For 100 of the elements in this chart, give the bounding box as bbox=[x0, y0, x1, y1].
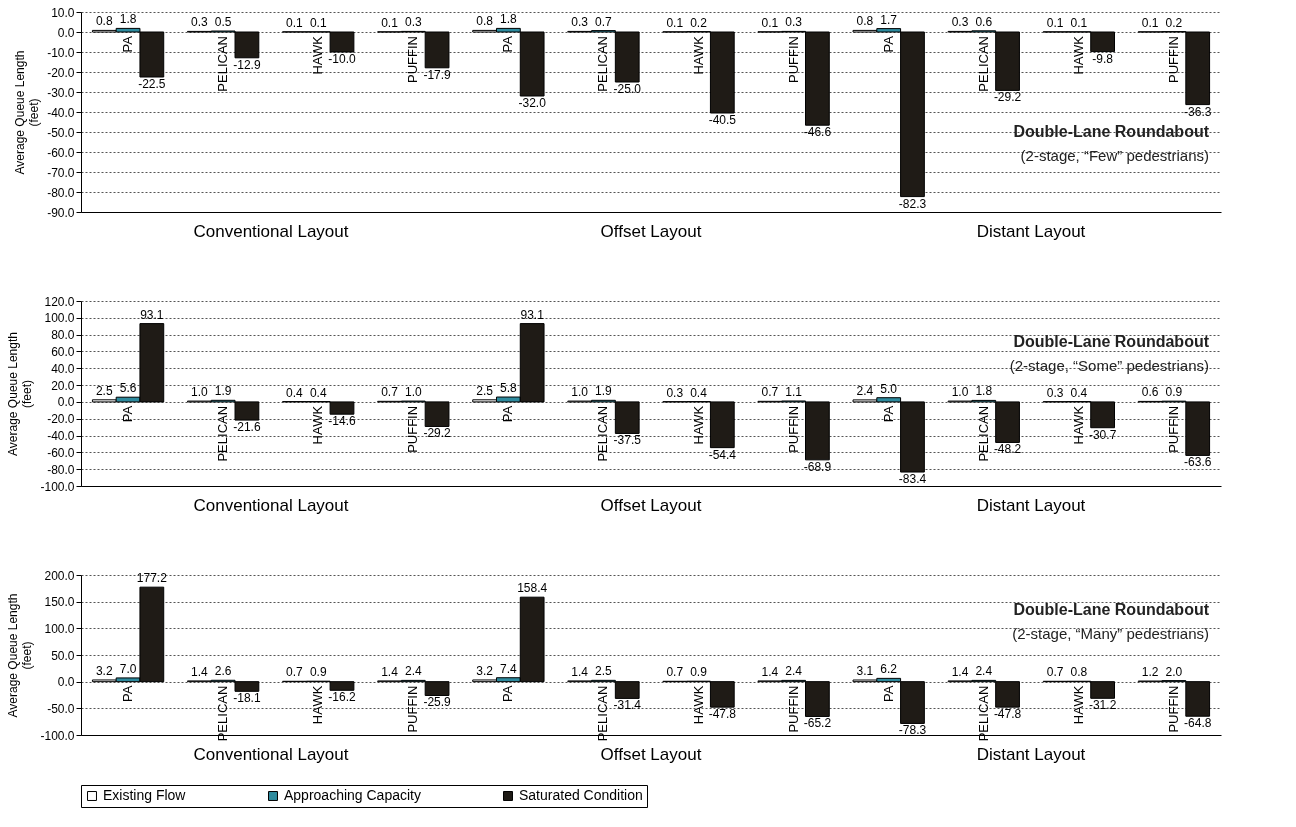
x-tick-label: PA bbox=[500, 35, 516, 53]
data-label: -64.8 bbox=[1184, 716, 1212, 731]
x-tick-label: HAWK bbox=[690, 405, 706, 445]
text: Offset Layout bbox=[600, 496, 702, 515]
text: Distant Layout bbox=[976, 745, 1086, 764]
data-label: -36.3 bbox=[1184, 104, 1212, 119]
text: Double-Lane Roundabout bbox=[1013, 123, 1210, 140]
x-tick-label: HAWK bbox=[690, 685, 706, 725]
x-tick-label: PUFFIN bbox=[1165, 405, 1181, 453]
x-tick-label: PELICAN bbox=[595, 685, 611, 742]
x-tick-label: PA bbox=[120, 35, 136, 53]
data-label: 2.4 bbox=[856, 383, 874, 398]
y-tick-label: -60.0 bbox=[47, 445, 75, 460]
data-label: -32.0 bbox=[518, 96, 547, 110]
data-label: 0.3 bbox=[571, 15, 589, 30]
data-label: 0.2 bbox=[1165, 15, 1183, 30]
data-label: 0.4 bbox=[309, 385, 327, 400]
data-label: 0.1 bbox=[381, 15, 399, 30]
y-tick-label: 150.0 bbox=[44, 595, 75, 610]
text: Double-Lane Roundabout bbox=[1013, 332, 1210, 350]
data-label: 1.0 bbox=[951, 385, 969, 400]
data-label: 6.2 bbox=[880, 662, 898, 677]
data-label: -17.9 bbox=[423, 67, 452, 82]
data-label: 158.4 bbox=[517, 581, 548, 596]
text: Offset Layout bbox=[600, 222, 702, 241]
x-tick-label: PUFFIN bbox=[405, 405, 421, 453]
data-label: 0.1 bbox=[1141, 15, 1159, 30]
data-label: -21.6 bbox=[233, 420, 261, 435]
data-label: -65.2 bbox=[803, 716, 832, 731]
y-tick-label: -80.0 bbox=[47, 185, 75, 200]
text: (2-stage, “Few” pedestrians) bbox=[1020, 147, 1209, 164]
data-label: 2.5 bbox=[595, 664, 613, 679]
y-tick-label: -50.0 bbox=[47, 701, 75, 716]
legend-label: Existing Flow bbox=[103, 787, 187, 803]
data-label: 1.8 bbox=[119, 12, 137, 27]
data-label: -37.5 bbox=[613, 433, 642, 448]
text: Conventional Layout bbox=[193, 496, 349, 515]
data-label: 2.0 bbox=[1165, 664, 1183, 679]
data-label: 1.4 bbox=[761, 664, 779, 679]
text: (2-stage, “Many” pedestrians) bbox=[1012, 625, 1209, 643]
data-label: 0.3 bbox=[191, 15, 209, 30]
y-tick-label: -70.0 bbox=[47, 165, 75, 180]
data-label: 5.8 bbox=[500, 381, 518, 396]
x-tick-label: HAWK bbox=[690, 35, 706, 75]
x-tick-label: PELICAN bbox=[215, 685, 231, 742]
data-label: 1.0 bbox=[571, 385, 589, 400]
data-label: -25.0 bbox=[613, 82, 642, 96]
x-tick-label: PELICAN bbox=[595, 36, 611, 92]
legend-label: Approaching Capacity bbox=[284, 787, 421, 803]
data-label: 0.8 bbox=[1070, 665, 1088, 680]
data-label: 2.5 bbox=[476, 383, 494, 398]
x-tick-label: HAWK bbox=[1070, 35, 1086, 75]
y-tick-label: 0.0 bbox=[57, 395, 75, 410]
data-label: 3.1 bbox=[856, 664, 874, 679]
y-tick-label: 20.0 bbox=[51, 378, 75, 393]
data-label: 0.7 bbox=[666, 665, 684, 680]
data-label: 1.9 bbox=[214, 384, 232, 399]
y-tick-label: -30.0 bbox=[47, 85, 75, 100]
x-tick-label: HAWK bbox=[310, 35, 326, 75]
data-label: -83.4 bbox=[898, 472, 927, 487]
y-tick-label: -40.0 bbox=[47, 429, 75, 444]
data-label: 5.0 bbox=[880, 381, 898, 396]
data-label: -25.9 bbox=[423, 695, 452, 710]
y-tick-label: -80.0 bbox=[47, 462, 75, 477]
x-tick-label: HAWK bbox=[310, 685, 326, 725]
data-label: -40.5 bbox=[708, 113, 737, 127]
text: (2-stage, “Some” pedestrians) bbox=[1009, 356, 1209, 374]
data-label: 7.0 bbox=[119, 661, 137, 676]
x-tick-label: HAWK bbox=[1070, 405, 1086, 445]
y-tick-label: -20.0 bbox=[47, 412, 75, 427]
y-tick-label: 40.0 bbox=[51, 361, 75, 376]
y-tick-label: 0.0 bbox=[57, 25, 75, 40]
data-label: 0.1 bbox=[286, 15, 304, 30]
y-tick-label: 120.0 bbox=[44, 294, 75, 309]
data-label: 93.1 bbox=[520, 307, 545, 322]
x-tick-label: PA bbox=[500, 685, 516, 703]
data-label: -16.2 bbox=[328, 690, 356, 705]
data-label: -29.2 bbox=[423, 426, 452, 441]
x-tick-label: PELICAN bbox=[215, 405, 231, 462]
data-label: -54.4 bbox=[708, 447, 737, 462]
x-tick-label: PELICAN bbox=[975, 36, 991, 92]
x-tick-label: PUFFIN bbox=[1165, 36, 1181, 83]
y-tick-label: -100.0 bbox=[40, 728, 75, 743]
data-label: 0.4 bbox=[286, 385, 304, 400]
data-label: 3.2 bbox=[476, 663, 494, 678]
text: Distant Layout bbox=[976, 496, 1086, 515]
x-tick-label: HAWK bbox=[1070, 685, 1086, 725]
data-label: 2.5 bbox=[95, 383, 113, 398]
y-tick-label: 100.0 bbox=[44, 311, 75, 326]
x-tick-label: PELICAN bbox=[215, 36, 231, 92]
data-label: -47.8 bbox=[708, 707, 737, 722]
x-tick-label: PELICAN bbox=[595, 405, 611, 462]
data-label: 3.2 bbox=[95, 663, 113, 678]
text: Conventional Layout bbox=[193, 222, 349, 241]
data-label: 0.8 bbox=[95, 14, 113, 29]
data-label: 1.1 bbox=[785, 384, 803, 399]
x-tick-label: PA bbox=[120, 685, 136, 703]
x-tick-label: PELICAN bbox=[975, 685, 991, 742]
data-label: -14.6 bbox=[328, 414, 356, 429]
x-tick-label: PUFFIN bbox=[1165, 685, 1181, 733]
